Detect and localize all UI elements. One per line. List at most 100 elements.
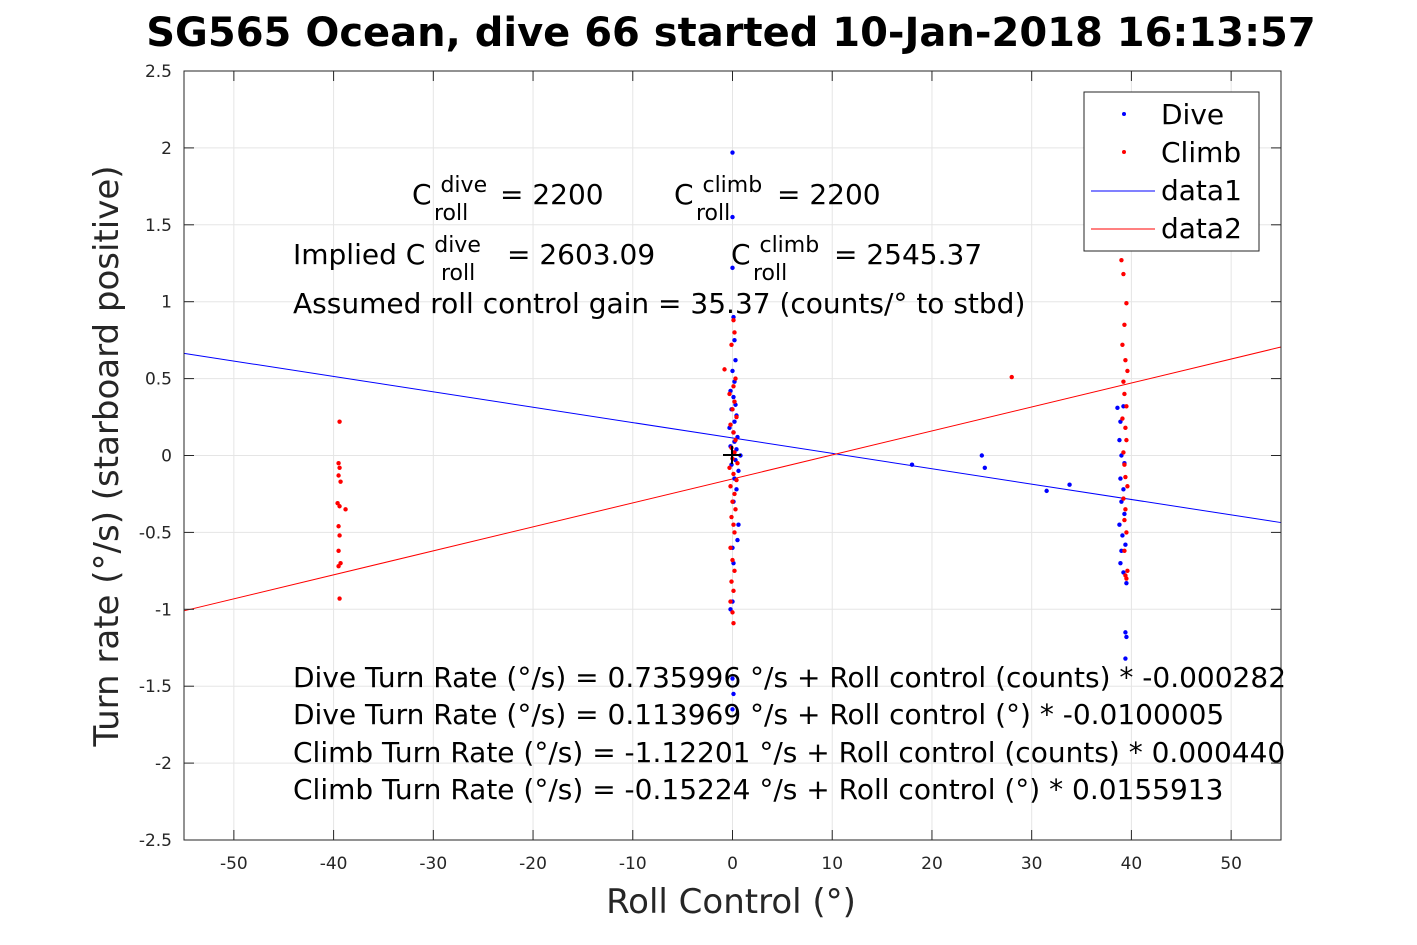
dive-point	[1118, 476, 1123, 481]
legend-marker-climb	[1122, 150, 1126, 154]
dive-point	[731, 394, 736, 400]
climb-point	[1121, 271, 1126, 277]
dive-point	[730, 150, 735, 155]
x-tick-label: -40	[320, 854, 348, 874]
x-tick-label: 40	[1121, 854, 1143, 874]
climb-point	[730, 499, 735, 504]
climb-point	[337, 419, 342, 424]
legend: Dive Climb data1 data2	[1083, 91, 1260, 252]
climb-point	[732, 491, 737, 497]
dive-point	[730, 214, 735, 220]
annotation-c-dive-value: = 2200	[500, 178, 604, 211]
dive-point	[730, 676, 735, 681]
dive-point	[735, 537, 740, 543]
annotation-fit-dive-degrees: Dive Turn Rate (°/s) = 0.113969 °/s + Ro…	[293, 698, 1224, 731]
climb-point	[337, 465, 342, 471]
climb-point	[731, 384, 736, 389]
climb-point	[1120, 416, 1125, 421]
x-tick-label: -50	[220, 854, 248, 874]
climb-point	[338, 479, 343, 484]
climb-point	[732, 568, 737, 574]
dive-point	[1117, 522, 1122, 527]
dive-point	[1123, 656, 1128, 661]
y-tick-label: 2	[161, 139, 172, 159]
climb-point	[729, 342, 734, 347]
climb-point	[728, 422, 733, 427]
climb-point	[336, 473, 341, 478]
climb-point	[728, 484, 733, 489]
annotation-implied-climb-sup: climb	[759, 233, 819, 258]
annotation-c-climb-sub: roll	[696, 201, 730, 226]
climb-point	[727, 391, 732, 397]
dive-point	[1115, 405, 1120, 411]
climb-point	[1009, 374, 1014, 380]
data-points	[335, 150, 1130, 712]
x-tick-label: 10	[821, 854, 843, 874]
dive-point	[731, 314, 736, 320]
dive-point	[979, 453, 985, 458]
climb-point	[730, 407, 735, 412]
climb-point	[731, 430, 736, 435]
climb-point	[1125, 568, 1130, 574]
climb-point	[337, 596, 342, 601]
y-tick-label: 0.5	[145, 370, 172, 390]
x-tick-label: -20	[519, 854, 547, 874]
x-tick-label: 50	[1220, 854, 1242, 874]
climb-point	[1122, 517, 1127, 523]
climb-point	[1124, 530, 1129, 535]
y-tick-label: 1.5	[145, 216, 172, 236]
climb-point	[734, 477, 739, 483]
climb-point	[336, 564, 341, 569]
climb-point	[1122, 548, 1127, 554]
annotation-c-dive-sub: roll	[434, 201, 468, 226]
climb-point	[336, 524, 341, 529]
annotation-implied-dive-sup: dive	[434, 233, 481, 258]
x-tick-label: 0	[727, 854, 738, 874]
dive-point	[909, 462, 915, 467]
dive-point	[1117, 437, 1122, 443]
climb-point	[1121, 450, 1126, 455]
dive-point	[1121, 487, 1126, 492]
dive-point	[734, 487, 739, 492]
climb-point	[1123, 474, 1128, 480]
annotation-c-climb-value: = 2200	[777, 178, 881, 211]
climb-point	[1121, 496, 1126, 501]
climb-point	[731, 620, 736, 626]
annotation-c-climb: C climb roll = 2200	[674, 166, 881, 227]
dive-point	[731, 691, 736, 697]
dive-point	[730, 707, 735, 712]
climb-point	[731, 317, 736, 323]
climb-point	[1124, 404, 1129, 409]
annotations: C dive roll = 2200 C climb roll = 2200 I…	[293, 166, 1286, 806]
annotation-c-climb-letter: C	[674, 178, 694, 211]
climb-point	[735, 460, 740, 466]
annotation-c-dive-letter: C	[412, 178, 432, 211]
dive-point	[1044, 488, 1049, 494]
axis-ticks: -50 -40 -30 -20 -10 0 10 20 30 40 50-2.5-2-1.5-1-0…	[139, 62, 1281, 874]
legend-label-climb: Climb	[1161, 136, 1241, 169]
chart-title: SG565 Ocean, dive 66 started 10-Jan-2018…	[146, 10, 1315, 56]
climb-point	[336, 548, 341, 554]
annotation-implied-dive-sub: roll	[441, 261, 475, 286]
climb-point	[729, 514, 734, 520]
annotation-c-dive-sup: dive	[440, 173, 487, 198]
climb-point	[732, 450, 737, 455]
origin-crosshair	[723, 446, 741, 464]
y-tick-label: -1.5	[139, 677, 172, 697]
dive-point	[1124, 580, 1129, 586]
legend-label-dive: Dive	[1161, 98, 1224, 131]
dive-point	[730, 265, 735, 271]
dive-point	[1123, 630, 1128, 635]
dive-point	[1067, 482, 1072, 487]
climb-point	[337, 533, 342, 538]
climb-point	[1122, 322, 1127, 327]
y-tick-label: -1	[155, 600, 172, 620]
y-tick-label: -2.5	[139, 831, 172, 851]
climb-point	[732, 399, 737, 404]
annotation-implied-climb-value: = 2545.37	[834, 238, 982, 271]
climb-point	[1122, 462, 1127, 467]
fit-line-data1	[183, 352, 1282, 524]
climb-point	[731, 471, 736, 477]
y-axis-label: Turn rate (°/s) (starboard positive)	[87, 165, 127, 747]
y-tick-label: 2.5	[145, 62, 172, 82]
